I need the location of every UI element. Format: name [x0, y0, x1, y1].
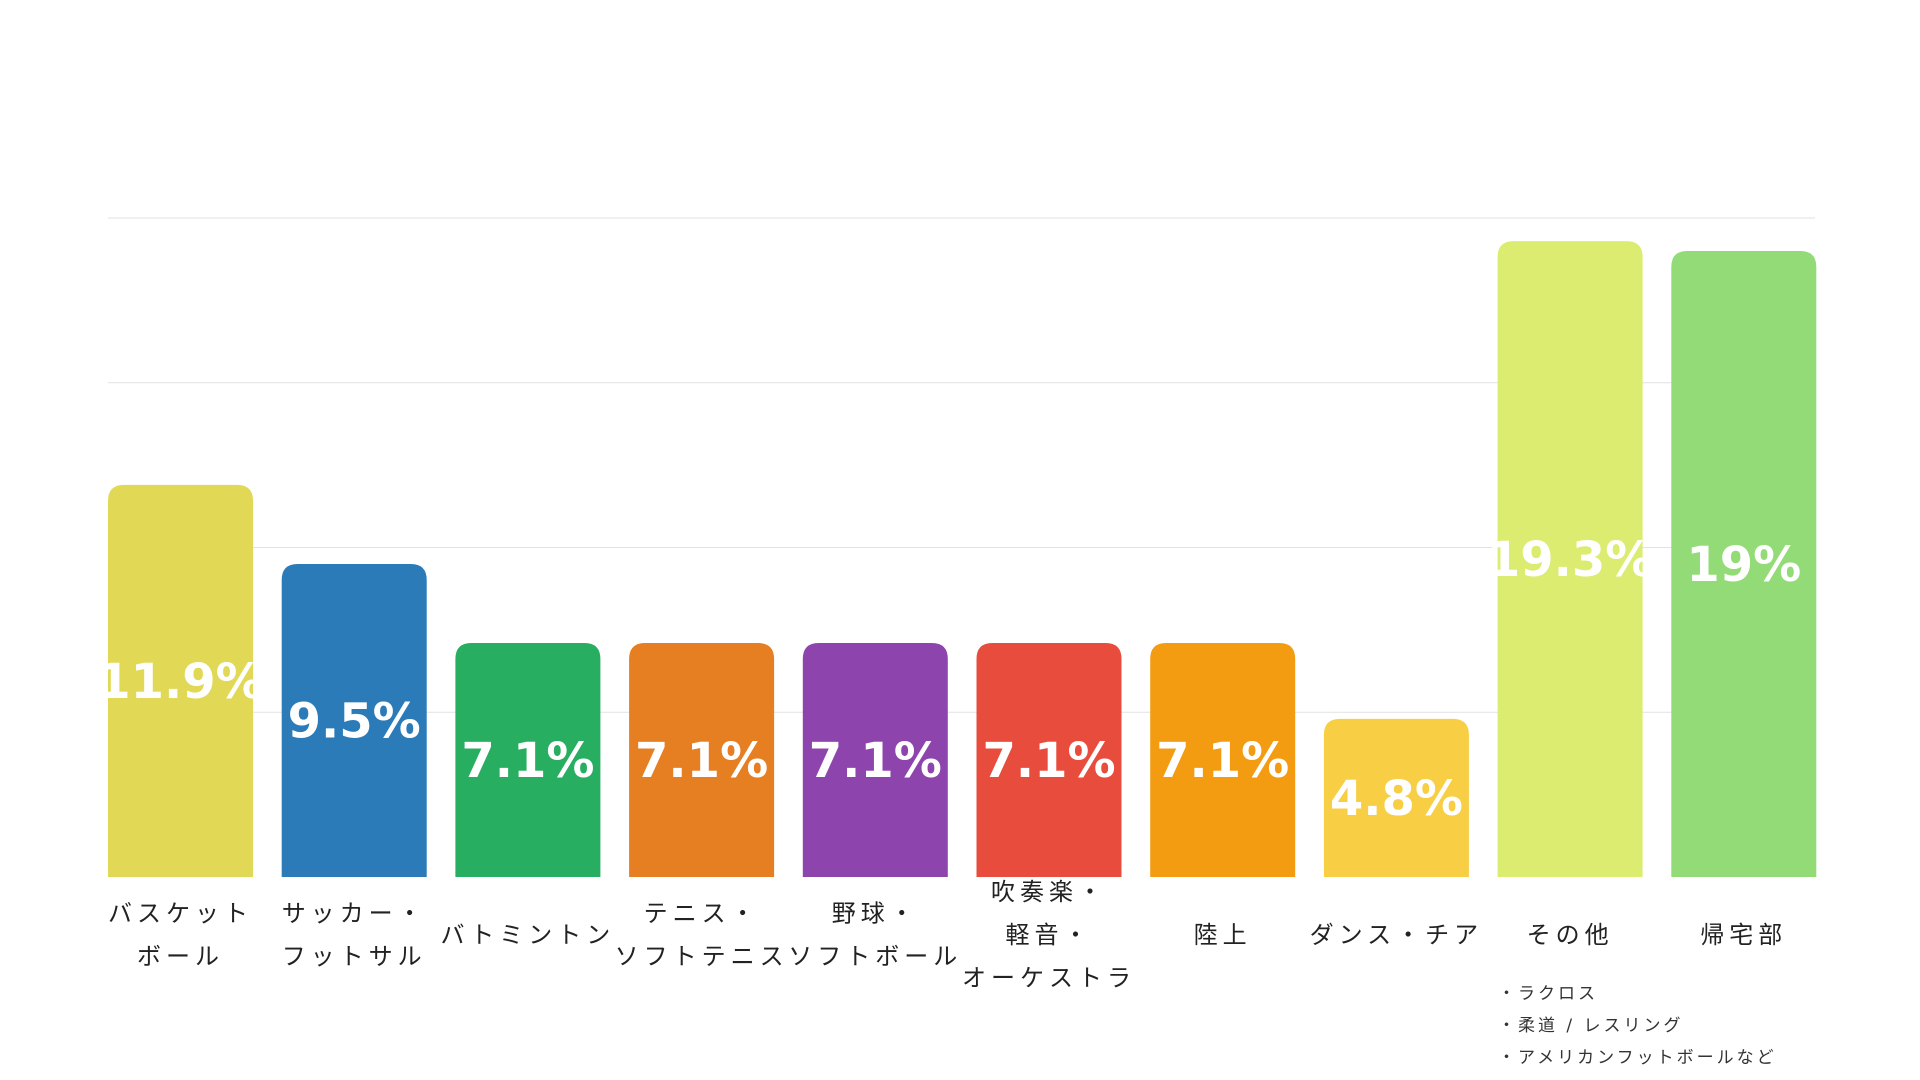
category-label: 帰宅部 — [1700, 921, 1787, 949]
category-label: ボール — [137, 943, 224, 971]
value-labels-group: 11.9% 9.5% 7.1% 7.1% 7.1% 7.1% 7.1% 4.8% 19.3% 19… — [97, 532, 1801, 827]
value-label: 4.8% — [1330, 771, 1463, 827]
bar — [976, 643, 1122, 877]
value-label: 19% — [1686, 537, 1801, 593]
note-line: ・アメリカンフットボールなど — [1498, 1048, 1777, 1068]
bar — [1150, 643, 1296, 877]
category-label: オーケストラ — [962, 964, 1136, 992]
category-label: 吹奏楽・ — [991, 878, 1107, 906]
category-label: サッカー・ — [282, 900, 427, 928]
category-label: バスケット — [108, 900, 253, 928]
note-line: ・柔道 / レスリング — [1498, 1016, 1684, 1036]
bar — [281, 563, 427, 877]
bar — [1497, 241, 1643, 877]
bar — [108, 484, 253, 877]
category-label: ダンス・チア — [1310, 921, 1484, 949]
category-label: 陸上 — [1194, 921, 1252, 949]
category-label: ソフトテニス — [615, 943, 789, 971]
value-label: 9.5% — [288, 693, 421, 749]
category-label: その他 — [1527, 921, 1614, 949]
value-label: 7.1% — [982, 733, 1115, 789]
bars-group — [108, 241, 1817, 877]
value-label: 7.1% — [461, 733, 594, 789]
bar — [455, 643, 601, 877]
category-label: 軽音・ — [1006, 921, 1093, 949]
value-label: 7.1% — [635, 733, 768, 789]
value-label: 7.1% — [1156, 733, 1289, 789]
bar — [1671, 250, 1817, 877]
bar — [802, 643, 948, 877]
bar — [629, 643, 775, 877]
category-label: バトミントン — [441, 921, 616, 949]
bar — [1323, 718, 1469, 877]
value-label: 19.3% — [1487, 532, 1654, 588]
category-label: ソフトボール — [788, 943, 962, 971]
category-label: 野球・ — [832, 900, 919, 928]
category-label: フットサル — [282, 943, 427, 971]
category-label: テニス・ — [644, 900, 760, 928]
value-label: 7.1% — [809, 733, 942, 789]
note-line: ・ラクロス — [1498, 984, 1598, 1004]
value-label: 11.9% — [97, 654, 264, 710]
note-group: ・ラクロス・柔道 / レスリング・アメリカンフットボールなど — [1498, 984, 1777, 1068]
